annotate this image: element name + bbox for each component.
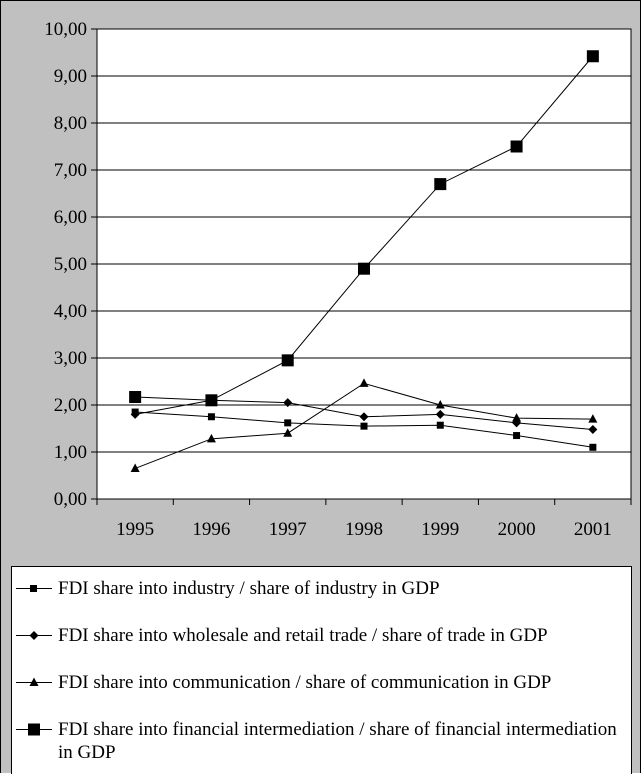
legend-label: FDI share into industry / share of indus… [58, 578, 440, 599]
data-point [436, 421, 444, 429]
legend-label: FDI share into financial intermediation … [58, 719, 617, 763]
legend-label: FDI share into wholesale and retail trad… [58, 625, 548, 646]
data-point [589, 443, 597, 451]
data-point [359, 412, 369, 422]
data-point [435, 400, 445, 409]
data-point [510, 140, 523, 153]
series-markers [129, 50, 599, 472]
data-point [129, 391, 142, 404]
legend-label: FDI share into communication / share of … [58, 672, 552, 693]
x-tick-label: 2001 [574, 519, 612, 540]
data-point [130, 463, 140, 472]
y-tick-label: 1,00 [54, 442, 87, 463]
data-point [359, 378, 369, 387]
data-point [358, 262, 370, 275]
tick-labels: 0,00 1,00 2,00 3,00 4,00 5,00 6,00 7,00 8,00 9,00… [44, 19, 612, 540]
y-tick-label: 10,00 [44, 19, 87, 40]
x-tick-label: 1999 [421, 519, 459, 540]
data-point [206, 433, 216, 443]
y-tick-label: 8,00 [54, 113, 87, 134]
legend-swatch-triangle-icon [16, 677, 52, 686]
y-tick-label: 2,00 [54, 395, 87, 416]
y-tick-label: 4,00 [54, 301, 87, 322]
data-point [513, 432, 521, 440]
data-point [435, 409, 445, 419]
y-tick-label: 0,00 [54, 489, 87, 510]
x-tick-label: 1998 [345, 519, 383, 540]
legend-item-financial: FDI share into financial intermediation … [16, 718, 618, 764]
data-point [207, 413, 215, 421]
data-point [588, 424, 598, 434]
data-point [360, 422, 368, 430]
x-tick-label: 1996 [192, 519, 230, 540]
legend-swatch-diamond-icon [16, 631, 52, 640]
y-tick-label: 9,00 [54, 66, 87, 87]
data-point [434, 178, 447, 191]
y-tick-label: 7,00 [54, 160, 87, 181]
y-tick-label: 3,00 [54, 348, 87, 369]
legend-item-communication: FDI share into communication / share of … [16, 671, 618, 694]
axes [91, 28, 632, 505]
legend-swatch-square-large-icon [16, 723, 52, 736]
x-tick-label: 2000 [498, 519, 536, 540]
data-point [283, 398, 293, 408]
x-tick-label: 1997 [269, 519, 307, 540]
data-point [586, 50, 599, 63]
y-tick-label: 6,00 [54, 207, 87, 228]
legend: FDI share into industry / share of indus… [11, 566, 632, 774]
data-point [588, 414, 598, 423]
data-point [281, 354, 294, 367]
data-point [283, 428, 293, 437]
data-point [284, 419, 292, 427]
chart-canvas: 0,00 1,00 2,00 3,00 4,00 5,00 6,00 7,00 8,00 9,00… [44, 19, 632, 540]
legend-swatch-square-small-icon [16, 585, 52, 592]
data-point [130, 409, 140, 419]
data-point [512, 413, 522, 422]
legend-item-trade: FDI share into wholesale and retail trad… [16, 624, 618, 647]
x-tick-label: 1995 [116, 519, 154, 540]
legend-item-industry: FDI share into industry / share of indus… [16, 577, 618, 600]
data-point [205, 394, 218, 407]
y-tick-label: 5,00 [54, 254, 87, 275]
